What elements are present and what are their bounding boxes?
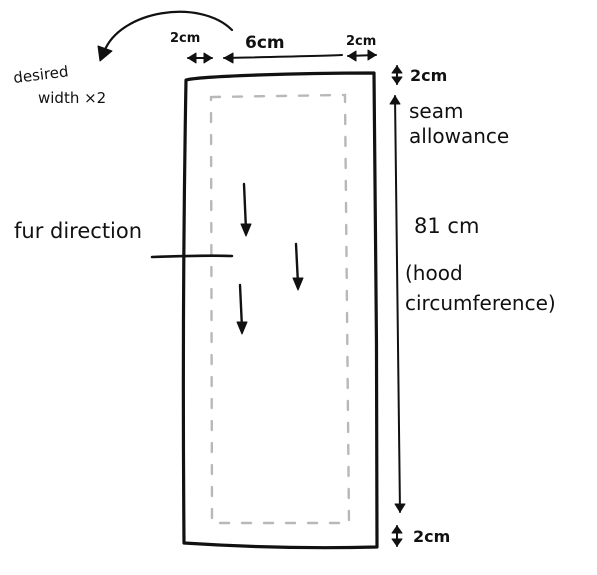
label-length-note-1: (hood bbox=[405, 261, 463, 285]
right-dimension-arrows bbox=[389, 65, 406, 547]
label-width-note-2: width ×2 bbox=[38, 89, 106, 107]
label-seam-allowance-1: seam bbox=[409, 99, 463, 123]
label-panel-width: 6cm bbox=[245, 33, 285, 53]
fur-direction-arrows bbox=[236, 182, 304, 335]
label-margin-right: 2cm bbox=[346, 34, 376, 49]
label-length-value: 81 cm bbox=[414, 214, 479, 238]
curved-arrow bbox=[102, 10, 234, 54]
curved-arrow-head bbox=[97, 45, 113, 62]
seam-allowance-line bbox=[209, 93, 351, 525]
label-width-note-1: desired bbox=[12, 62, 69, 87]
label-fur-direction: fur direction bbox=[14, 219, 142, 243]
label-margin-left: 2cm bbox=[170, 31, 200, 46]
label-seam-allowance-2: allowance bbox=[409, 124, 509, 148]
pattern-piece bbox=[181, 71, 379, 550]
label-margin-bottom: 2cm bbox=[413, 527, 450, 546]
pattern-outline bbox=[181, 71, 379, 550]
top-dimension-arrows bbox=[187, 49, 377, 64]
label-margin-top: 2cm bbox=[410, 66, 447, 85]
fur-direction-pointer bbox=[150, 254, 234, 259]
label-length-note-2: circumference) bbox=[405, 291, 556, 315]
